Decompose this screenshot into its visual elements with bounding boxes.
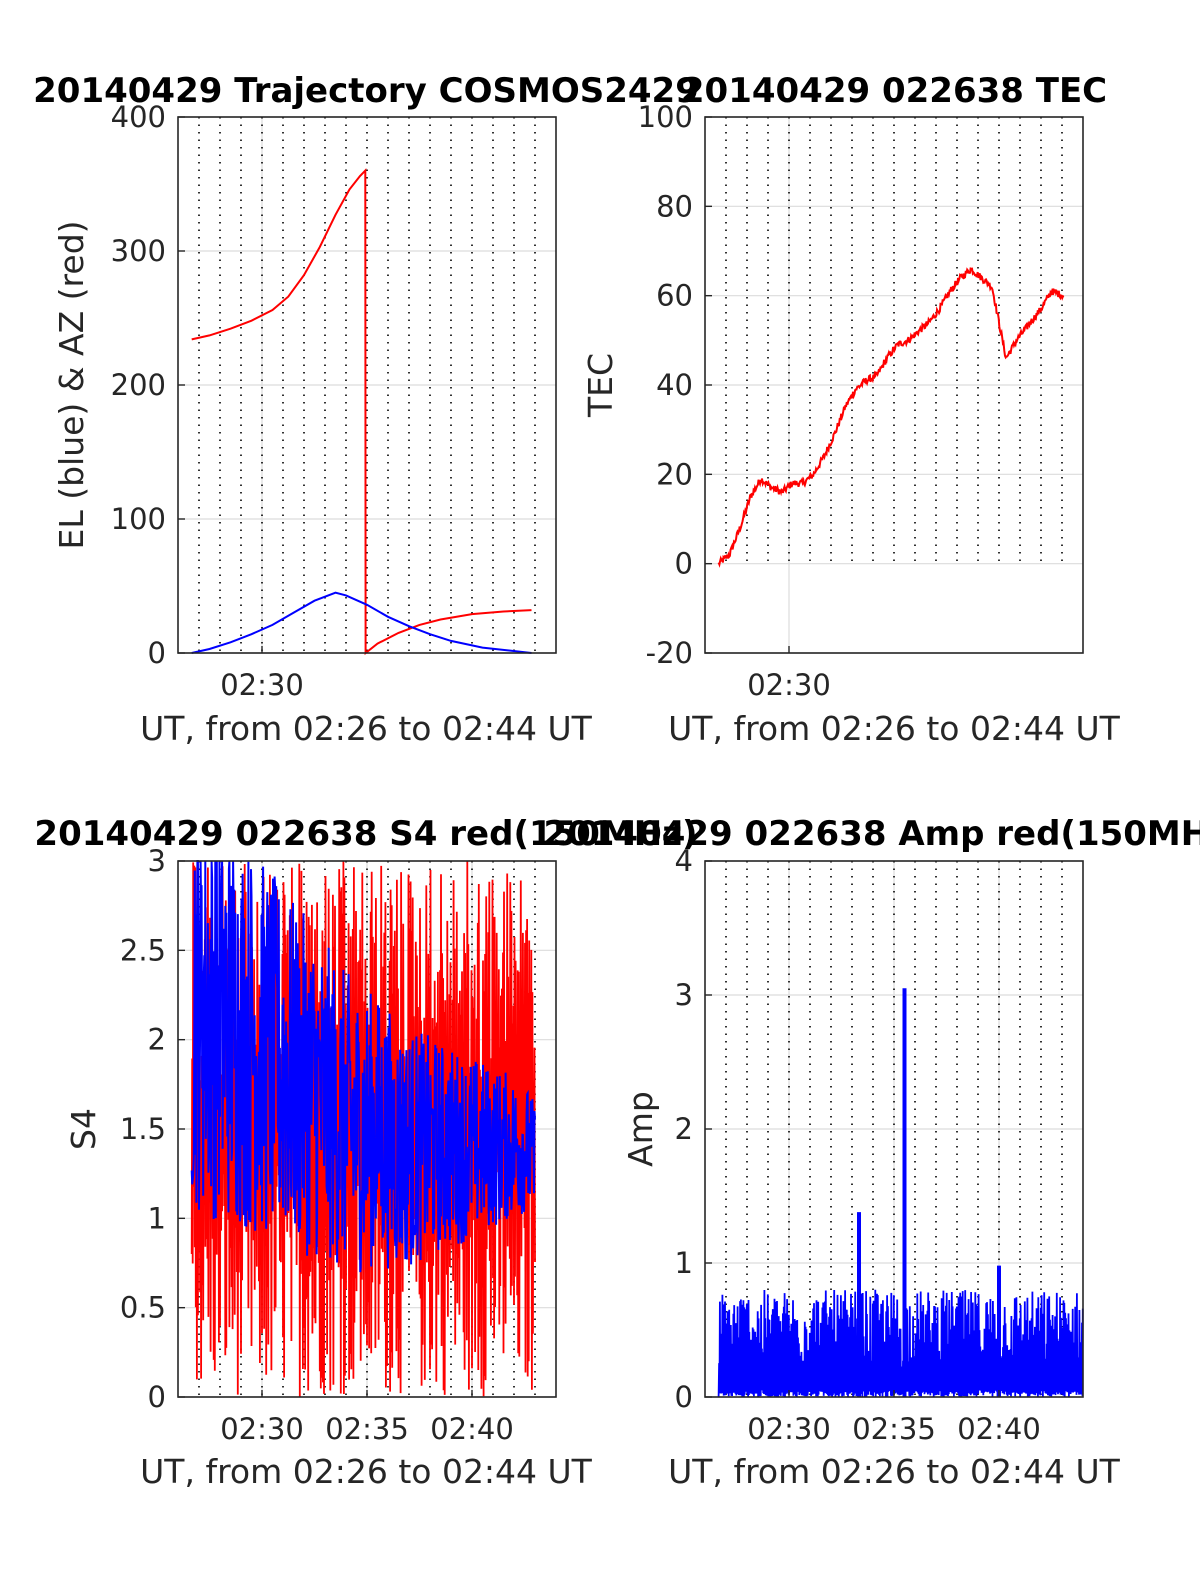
series-trajectory [191,168,532,656]
series-tec [717,267,1065,568]
series-amp [717,988,1084,1398]
x-tick-label: 02:30 [747,1412,831,1446]
series-line-blue [190,860,536,1273]
y-tick-label: 3 [148,844,166,878]
y-tick-label: 3 [675,978,693,1012]
x-tick-label: 02:35 [852,1412,936,1446]
y-tick-label: 0.5 [120,1291,166,1325]
x-ticks-tec: 02:30 [747,646,831,702]
y-tick-label: 60 [656,279,693,313]
x-tick-label: 02:30 [220,1412,304,1446]
y-tick-label: 4 [675,844,693,878]
x-tick-label: 02:40 [430,1412,514,1446]
chart-title-s4: 20140429 022638 S4 red(150MHz) [34,814,697,854]
y-tick-label: 200 [111,368,166,402]
y-axis-label-amp: Amp [621,1091,660,1167]
y-tick-label: 20 [656,457,693,491]
x-axis-label-s4: UT, from 02:26 to 02:44 UT [140,1452,593,1491]
y-tick-label: -20 [646,636,693,670]
panel-amp: 0 1 2 3 4 02:30 02:35 02:40 20140429 022638 Am… [543,814,1200,1491]
y-tick-label: 0 [148,636,166,670]
series-line-0 [191,168,532,656]
x-axis-label-trajectory: UT, from 02:26 to 02:44 UT [140,709,593,748]
x-ticks-trajectory: 02:30 [220,646,304,702]
x-tick-label: 02:35 [325,1412,409,1446]
x-tick-label: 02:30 [220,668,304,702]
series-s4 [190,860,536,1397]
chart-title-tec: 20140429 022638 TEC [681,71,1107,111]
y-axis-label-s4: S4 [64,1108,103,1150]
y-axis-label-trajectory: EL (blue) & AZ (red) [52,220,91,549]
panel-tec: -20 0 20 40 60 80 100 02:30 20140429 022638 TE… [581,71,1121,748]
y-tick-label: 2.5 [120,933,166,967]
y-axis-label-tec: TEC [581,353,620,418]
y-tick-label: 400 [111,100,166,134]
x-axis-label-tec: UT, from 02:26 to 02:44 UT [668,709,1121,748]
chart-title-trajectory: 20140429 Trajectory COSMOS2429 [33,71,699,111]
series-line-amp [717,1289,1084,1398]
x-ticks-s4: 02:30 02:35 02:40 [220,1390,514,1446]
y-tick-label: 0 [148,1380,166,1414]
y-ticks-amp: 0 1 2 3 4 [675,844,712,1414]
x-ticks-amp: 02:30 02:35 02:40 [747,1390,1041,1446]
y-tick-label: 300 [111,234,166,268]
y-tick-label: 100 [638,100,693,134]
chart-title-amp: 20140429 022638 Amp red(150MHz) [543,814,1200,854]
x-tick-label: 02:30 [747,668,831,702]
y-ticks-tec: -20 0 20 40 60 80 100 [638,100,712,670]
y-tick-label: 80 [656,189,693,223]
y-tick-label: 40 [656,368,693,402]
y-tick-label: 1.5 [120,1112,166,1146]
y-tick-label: 2 [148,1023,166,1057]
y-ticks-s4: 0 0.5 1 1.5 2 2.5 3 [120,844,185,1414]
y-tick-label: 2 [675,1112,693,1146]
y-tick-label: 1 [148,1201,166,1235]
series-line-0 [717,267,1065,568]
y-tick-label: 100 [111,502,166,536]
x-axis-label-amp: UT, from 02:26 to 02:44 UT [668,1452,1121,1491]
panel-s4: 0 0.5 1 1.5 2 2.5 3 02:30 02:35 02:40 20140429 0… [34,814,697,1491]
y-tick-label: 0 [675,1380,693,1414]
y-tick-label: 0 [675,547,693,581]
x-tick-label: 02:40 [957,1412,1041,1446]
series-line-1 [191,591,532,654]
y-ticks-trajectory: 0 100 200 300 400 [111,100,185,670]
y-tick-label: 1 [675,1246,693,1280]
